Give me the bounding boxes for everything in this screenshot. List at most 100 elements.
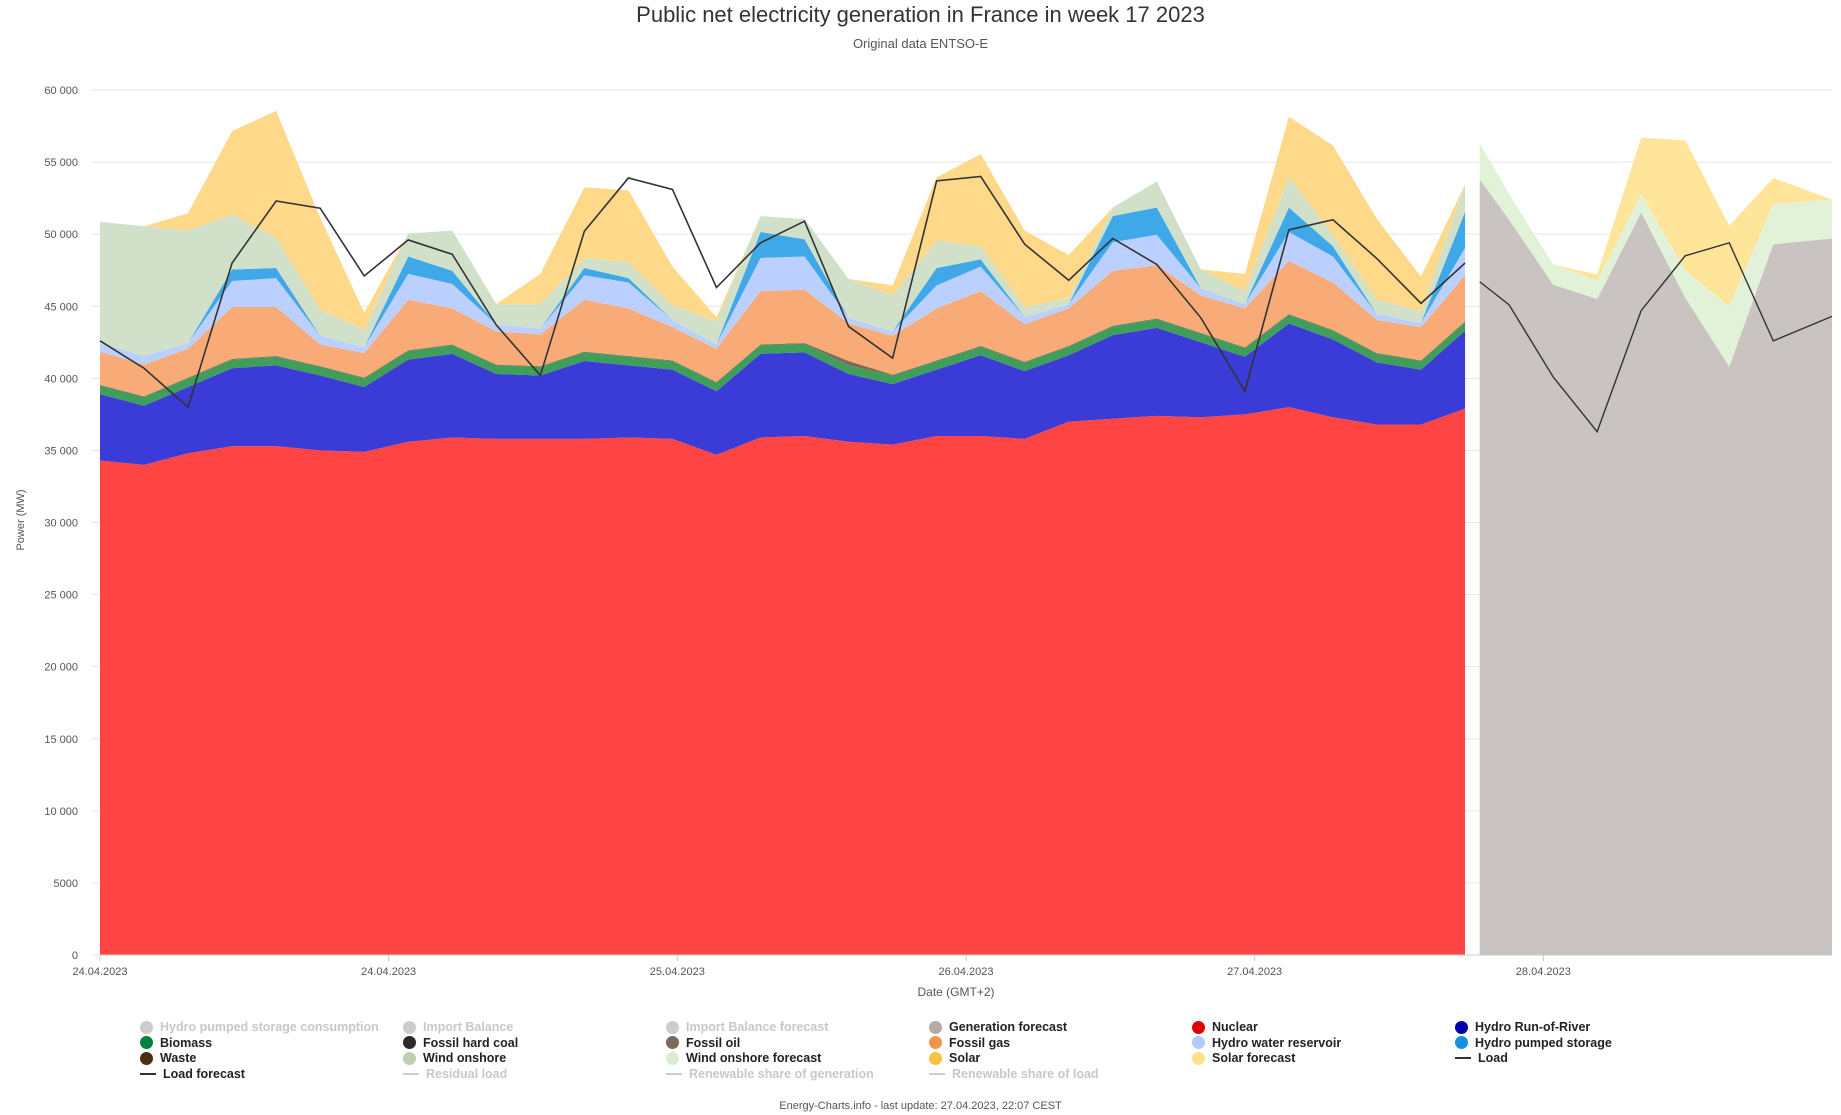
legend-label: Hydro water reservoir	[1212, 1035, 1342, 1050]
area-fossil-gas	[100, 260, 1466, 397]
area-hydro-pumped-storage	[100, 207, 1466, 356]
x-tick-label: 24.04.2023	[72, 966, 127, 978]
area-solar-forecast	[1479, 137, 1832, 307]
legend-marker	[1455, 1020, 1468, 1034]
y-tick-label: 40 000	[44, 373, 78, 385]
legend-item-hydro-pumped-storage[interactable]: Hydro pumped storage	[1455, 1036, 1612, 1050]
legend-marker	[140, 1020, 153, 1034]
legend-item-hydro-water-reservoir[interactable]: Hydro water reservoir	[1192, 1036, 1341, 1050]
legend-marker	[403, 1020, 416, 1034]
legend-item-biomass[interactable]: Biomass	[140, 1036, 212, 1050]
footer-credit: Energy-Charts.info - last update: 27.04.…	[779, 1100, 1062, 1112]
legend-item-renewable-share-of-generation[interactable]: Renewable share of generation	[666, 1067, 874, 1081]
legend-label: Import Balance forecast	[686, 1020, 829, 1034]
y-tick-label: 15 000	[44, 734, 78, 746]
area-wind-onshore-forecast	[1479, 143, 1832, 367]
legend-label: Generation forecast	[949, 1020, 1068, 1034]
legend-marker	[1455, 1057, 1471, 1059]
area-solar	[100, 110, 1466, 331]
chart-title: Public net electricity generation in Fra…	[636, 2, 1205, 27]
legend-item-wind-onshore-forecast[interactable]: Wind onshore forecast	[666, 1051, 821, 1065]
legend-item-fossil-hard-coal[interactable]: Fossil hard coal	[403, 1036, 518, 1050]
legend-label: Fossil hard coal	[423, 1035, 519, 1050]
legend-label: Fossil gas	[949, 1035, 1011, 1050]
legend-item-generation-forecast[interactable]: Generation forecast	[929, 1020, 1067, 1034]
legend-marker	[1192, 1036, 1205, 1049]
legend-label: Fossil oil	[686, 1035, 741, 1050]
legend-marker	[1192, 1020, 1205, 1034]
legend-label: Wind onshore forecast	[686, 1051, 822, 1065]
y-tick-label: 30 000	[44, 518, 78, 530]
y-tick-label: 55 000	[44, 157, 78, 169]
legend-label: Biomass	[160, 1035, 213, 1050]
legend-item-fossil-gas[interactable]: Fossil gas	[929, 1036, 1010, 1050]
legend-marker	[666, 1051, 679, 1065]
legend-marker	[666, 1036, 679, 1049]
y-axis: 0 5000 10 000 15 000 20 000 25 000 30 000 35 00…	[44, 85, 78, 962]
legend-label: Load	[1478, 1051, 1508, 1065]
legend-item-waste[interactable]: Waste	[140, 1051, 196, 1065]
area-wind-onshore	[100, 177, 1466, 356]
legend-item-wind-onshore[interactable]: Wind onshore	[403, 1051, 506, 1065]
x-tick-label: 26.04.2023	[938, 966, 993, 978]
chart-subtitle: Original data ENTSO-E	[852, 36, 989, 51]
y-axis-label: Power (MW)	[15, 489, 27, 550]
area-generation-forecast	[1479, 179, 1832, 956]
legend-marker	[929, 1020, 942, 1034]
legend-label: Renewable share of load	[952, 1066, 1099, 1081]
legend-item-import-balance[interactable]: Import Balance	[403, 1020, 513, 1034]
legend-item-residual-load[interactable]: Residual load	[403, 1067, 507, 1081]
legend-item-hydro-run-of-river[interactable]: Hydro Run-of-River	[1455, 1020, 1590, 1034]
legend-marker	[403, 1051, 416, 1065]
legend-marker	[1455, 1036, 1468, 1049]
legend-label: Import Balance	[423, 1020, 514, 1034]
y-tick-label: 60 000	[44, 85, 78, 97]
x-axis: 24.04.2023 24.04.2023 25.04.2023 26.04.2023…	[72, 954, 1832, 978]
x-tick-label: 27.04.2023	[1227, 966, 1282, 978]
legend-marker	[140, 1072, 156, 1075]
y-tick-label: 50 000	[44, 229, 78, 241]
legend-item-renewable-share-of-load[interactable]: Renewable share of load	[929, 1067, 1099, 1081]
y-tick-label: 20 000	[44, 662, 78, 674]
y-tick-label: 35 000	[44, 445, 78, 457]
legend-label: Hydro pumped storage consumption	[160, 1020, 379, 1034]
legend-item-load-forecast[interactable]: Load forecast	[140, 1067, 245, 1081]
area-hydro-water-reservoir	[100, 232, 1466, 365]
legend-marker	[140, 1036, 153, 1049]
generation-areas	[100, 110, 1466, 956]
legend-label: Solar	[949, 1051, 981, 1065]
legend-label: Residual load	[426, 1066, 508, 1081]
forecast-areas	[1479, 137, 1832, 956]
legend-label: Hydro Run-of-River	[1475, 1020, 1591, 1034]
y-tick-label: 25 000	[44, 590, 78, 602]
legend-marker	[929, 1036, 942, 1049]
x-axis-label: Date (GMT+2)	[917, 985, 994, 999]
legend-item-import-balance-forecast[interactable]: Import Balance forecast	[666, 1020, 828, 1034]
area-nuclear	[100, 407, 1466, 956]
y-tick-label: 45 000	[44, 301, 78, 313]
legend-marker	[140, 1051, 153, 1065]
y-tick-label: 0	[72, 950, 78, 962]
legend-item-fossil-oil[interactable]: Fossil oil	[666, 1036, 740, 1050]
legend-item-solar[interactable]: Solar	[929, 1051, 980, 1065]
load-lines	[99, 175, 1833, 434]
legend-marker	[403, 1036, 416, 1049]
legend-label: Waste	[160, 1051, 197, 1065]
legend-item-nuclear[interactable]: Nuclear	[1192, 1020, 1258, 1034]
legend-item-load[interactable]: Load	[1455, 1051, 1508, 1065]
x-tick-label: 25.04.2023	[650, 966, 705, 978]
y-tick-label: 5000	[54, 878, 78, 890]
legend-item-hydro-pumped-storage-consumption[interactable]: Hydro pumped storage consumption	[140, 1020, 379, 1034]
legend-marker	[403, 1072, 419, 1075]
legend-marker	[929, 1072, 945, 1075]
legend-marker	[666, 1020, 679, 1034]
legend-marker	[666, 1072, 682, 1075]
load-forecast-line	[1479, 241, 1833, 434]
area-hydro-run-of-river	[100, 323, 1466, 465]
legend-item-solar-forecast[interactable]: Solar forecast	[1192, 1051, 1295, 1065]
legend-label: Renewable share of generation	[689, 1066, 874, 1081]
x-tick-label: 28.04.2023	[1516, 966, 1571, 978]
load-line	[99, 175, 1466, 409]
y-tick-label: 10 000	[44, 806, 78, 818]
legend-label: Nuclear	[1212, 1020, 1258, 1034]
